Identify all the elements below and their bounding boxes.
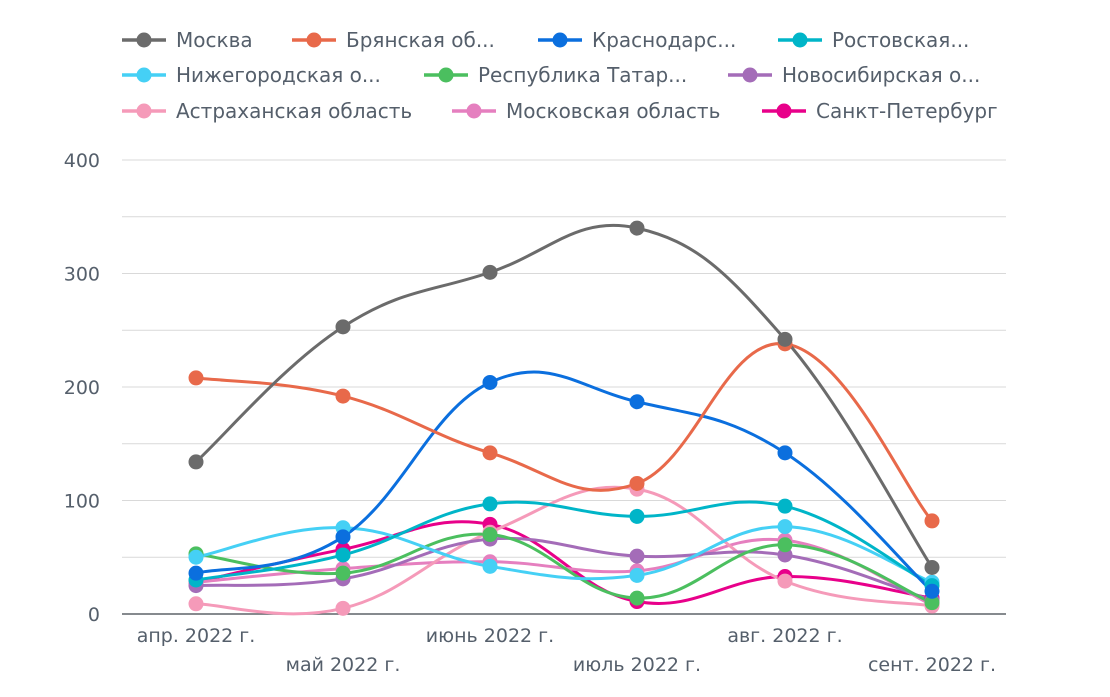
series-line [194,520,934,605]
legend-label: Новосибирская о... [782,63,980,87]
legend-item[interactable]: Нижегородская о... [122,63,381,87]
data-point [482,527,498,543]
data-point [335,388,351,404]
legend-marker [136,103,152,119]
data-point [924,595,940,611]
data-point [924,559,940,575]
legend-marker [552,32,568,48]
data-point [188,370,204,386]
data-point [482,374,498,390]
legend-marker [776,103,792,119]
data-point [482,496,498,512]
series-lines [194,223,934,616]
series-line [194,485,934,616]
legend-item[interactable]: Московская область [452,99,720,123]
legend-marker [742,67,758,83]
data-point [629,508,645,524]
legend-marker [466,103,482,119]
data-point [482,558,498,574]
legend-label: Брянская об... [346,28,495,52]
series-line [194,342,934,523]
y-tick-label: 200 [64,377,100,399]
x-tick-label: авг. 2022 г. [727,625,842,647]
data-point [482,445,498,461]
data-point [335,319,351,335]
legend-item[interactable]: Новосибирская о... [728,63,980,87]
legend-item[interactable]: Краснодарс... [538,28,736,52]
legend-item[interactable]: Санкт-Петербург [762,99,998,123]
legend-label: Республика Татар... [478,63,687,87]
data-point [777,445,793,461]
data-point [482,264,498,280]
legend-label: Краснодарс... [592,28,736,52]
legend: Москва Брянская об... Краснодарс... Ростовс… [122,28,998,123]
x-tick-label: июнь 2022 г. [426,625,554,647]
legend-item[interactable]: Астраханская область [122,99,412,123]
legend-item[interactable]: Ростовская... [778,28,969,52]
legend-label: Астраханская область [176,99,412,123]
series-line [194,370,934,593]
legend-label: Москва [176,28,253,52]
legend-item[interactable]: Москва [122,28,253,52]
x-tick-label: май 2022 г. [286,654,401,676]
data-point [335,529,351,545]
data-point [629,567,645,583]
data-point [777,537,793,553]
data-point [924,513,940,529]
data-point [629,475,645,491]
legend-label: Ростовская... [832,28,969,52]
y-tick-label: 400 [64,150,100,172]
data-point [629,220,645,236]
legend-marker [136,67,152,83]
y-tick-label: 300 [64,264,100,286]
series-line [194,536,934,602]
series-line [194,525,934,584]
legend-item[interactable]: Брянская об... [292,28,495,52]
data-point [629,590,645,606]
data-point [188,549,204,565]
data-point [777,331,793,347]
x-tick-label: июль 2022 г. [573,654,701,676]
data-point [777,519,793,535]
legend-marker [136,32,152,48]
legend-label: Санкт-Петербург [816,99,998,123]
x-tick-label: апр. 2022 г. [137,625,256,647]
y-tick-label: 0 [88,604,100,626]
data-point [188,596,204,612]
y-tick-label: 100 [64,491,100,513]
data-point [777,498,793,514]
x-tick-label: сент. 2022 г. [868,654,996,676]
data-point [629,394,645,410]
series-line [194,500,934,588]
data-point [629,548,645,564]
data-point [777,573,793,589]
series-line [194,223,934,569]
x-axis-ticks: апр. 2022 г. май 2022 г. июнь 2022 г. июль … [137,625,996,676]
legend-marker [438,67,454,83]
series-points [188,220,940,616]
data-point [335,600,351,616]
series-line [194,532,934,605]
data-point [188,454,204,470]
data-point [335,547,351,563]
legend-item[interactable]: Республика Татар... [424,63,687,87]
legend-label: Нижегородская о... [176,63,381,87]
legend-label: Московская область [506,99,720,123]
y-axis-ticks: 0 100 200 300 400 [64,150,100,626]
legend-marker [306,32,322,48]
legend-marker [792,32,808,48]
data-point [188,565,204,581]
data-point [924,583,940,599]
data-point [335,565,351,581]
